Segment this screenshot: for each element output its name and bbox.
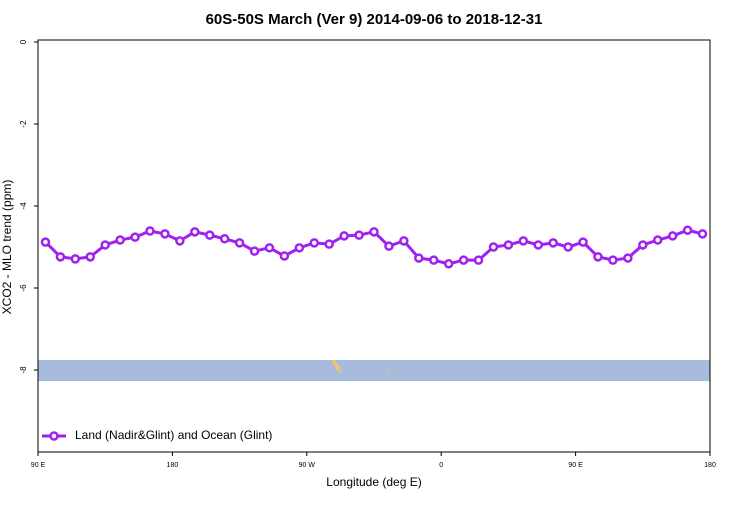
legend-marker [49,431,59,441]
x-tick-label: 90 E [568,462,583,469]
data-point [70,254,81,264]
data-point [488,242,499,252]
data-point [264,243,275,253]
data-point [652,235,663,245]
data-point [428,255,439,265]
data-point [697,229,708,239]
data-point [130,232,140,242]
y-tick-label: -8 [19,366,28,374]
data-point [279,251,290,261]
data-point [175,236,185,246]
y-tick-label: -6 [19,284,28,292]
legend-label: Land (Nadir&Glint) and Ocean (Glint) [75,428,272,442]
x-tick-label: 90 W [299,462,316,469]
x-tick-label: 90 E [31,462,46,469]
data-point [294,243,305,253]
x-tick-label: 0 [439,462,443,469]
x-tick-label: 180 [167,462,179,469]
y-tick-label: 0 [19,39,28,44]
data-point [518,236,529,246]
data-point [339,231,349,241]
data-point [234,238,245,248]
data-point [533,240,544,250]
data-point [145,226,155,236]
x-axis-label: Longitude (deg E) [326,475,421,489]
data-point [578,237,588,247]
data-point [40,237,51,247]
data-point [219,234,230,244]
data-point [384,241,394,251]
data-point [414,253,424,263]
data-point [204,230,215,240]
data-point [458,255,469,265]
chart-title: 60S-50S March (Ver 9) 2014-09-06 to 2018… [206,11,543,28]
data-point [399,236,409,246]
data-point [593,252,603,262]
data-point [623,253,633,263]
map-strip [38,360,710,381]
data-point [249,246,260,256]
data-point [115,235,125,245]
data-point [354,230,364,240]
plot-frame [37,39,711,453]
data-point [443,259,454,269]
y-tick-label: -2 [19,120,28,128]
x-tick-label: 180 [704,462,716,469]
data-point [309,238,320,248]
data-point [369,227,379,237]
y-tick-label: -4 [19,202,28,210]
data-point [160,229,170,239]
data-point [190,227,200,237]
data-point [324,239,334,249]
data-point [503,240,514,250]
data-point [563,242,573,252]
data-point [548,238,558,248]
map-land [332,360,389,373]
data-point [682,225,693,235]
y-axis-label: XCO2 - MLO trend (ppm) [0,180,14,315]
data-point [473,255,484,265]
data-point [608,255,618,265]
data-point [55,252,66,262]
data-point [667,231,678,241]
data-point [638,240,648,250]
data-point [85,252,96,262]
data-point [100,240,110,250]
